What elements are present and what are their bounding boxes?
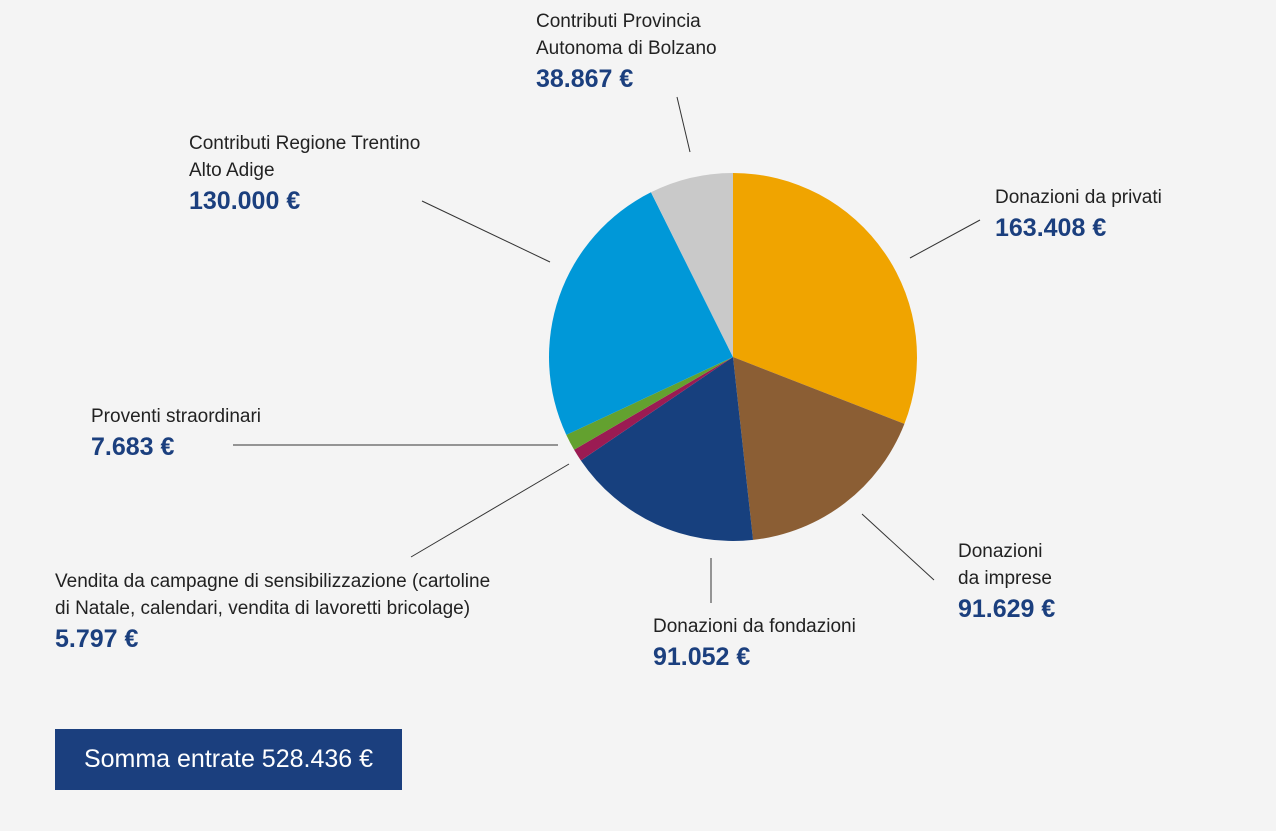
label-proventi: Proventi straordinari 7.683 € [91, 403, 261, 464]
label-privati-value: 163.408 € [995, 214, 1107, 242]
leader-line-imprese [861, 513, 935, 581]
label-vendita: Vendita da campagne di sensibilizzazione… [55, 568, 490, 656]
label-vendita-name: Vendita da campagne di sensibilizzazione… [55, 571, 491, 619]
pie-slice-vendita [574, 357, 733, 461]
label-regione-value: 130.000 € [189, 187, 301, 215]
pie-slice-regione [549, 192, 733, 435]
pie-slice-provincia [650, 173, 733, 357]
label-provincia-name: Contributi Provincia Autonoma di Bolzano [536, 11, 717, 59]
leader-line-provincia [676, 96, 691, 153]
label-imprese-name: Donazioni da imprese [958, 541, 1052, 589]
label-privati-name: Donazioni da privati [995, 187, 1162, 208]
label-proventi-name: Proventi straordinari [91, 406, 262, 427]
label-regione-name: Contributi Regione Trentino Alto Adige [189, 133, 421, 181]
pie-slice-fondazioni [580, 357, 754, 541]
total-box: Somma entrate 528.436 € [55, 729, 402, 790]
label-imprese: Donazioni da imprese 91.629 € [958, 538, 1055, 626]
label-fondazioni: Donazioni da fondazioni 91.052 € [653, 613, 856, 674]
leader-line-privati [909, 219, 981, 259]
label-vendita-value: 5.797 € [55, 625, 139, 653]
label-regione: Contributi Regione Trentino Alto Adige 1… [189, 130, 420, 218]
leader-line-regione [421, 200, 551, 263]
label-fondazioni-name: Donazioni da fondazioni [653, 616, 856, 637]
pie-slice-privati [733, 173, 917, 424]
leader-line-vendita [410, 463, 570, 558]
pie-slice-proventi [566, 357, 733, 450]
label-provincia: Contributi Provincia Autonoma di Bolzano… [536, 8, 717, 96]
label-imprese-value: 91.629 € [958, 595, 1056, 623]
total-label: Somma entrate 528.436 € [83, 745, 374, 773]
label-privati: Donazioni da privati 163.408 € [995, 184, 1162, 245]
label-provincia-value: 38.867 € [536, 65, 634, 93]
label-fondazioni-value: 91.052 € [653, 643, 751, 671]
pie-slice-imprese [733, 357, 905, 540]
label-proventi-value: 7.683 € [91, 433, 175, 461]
